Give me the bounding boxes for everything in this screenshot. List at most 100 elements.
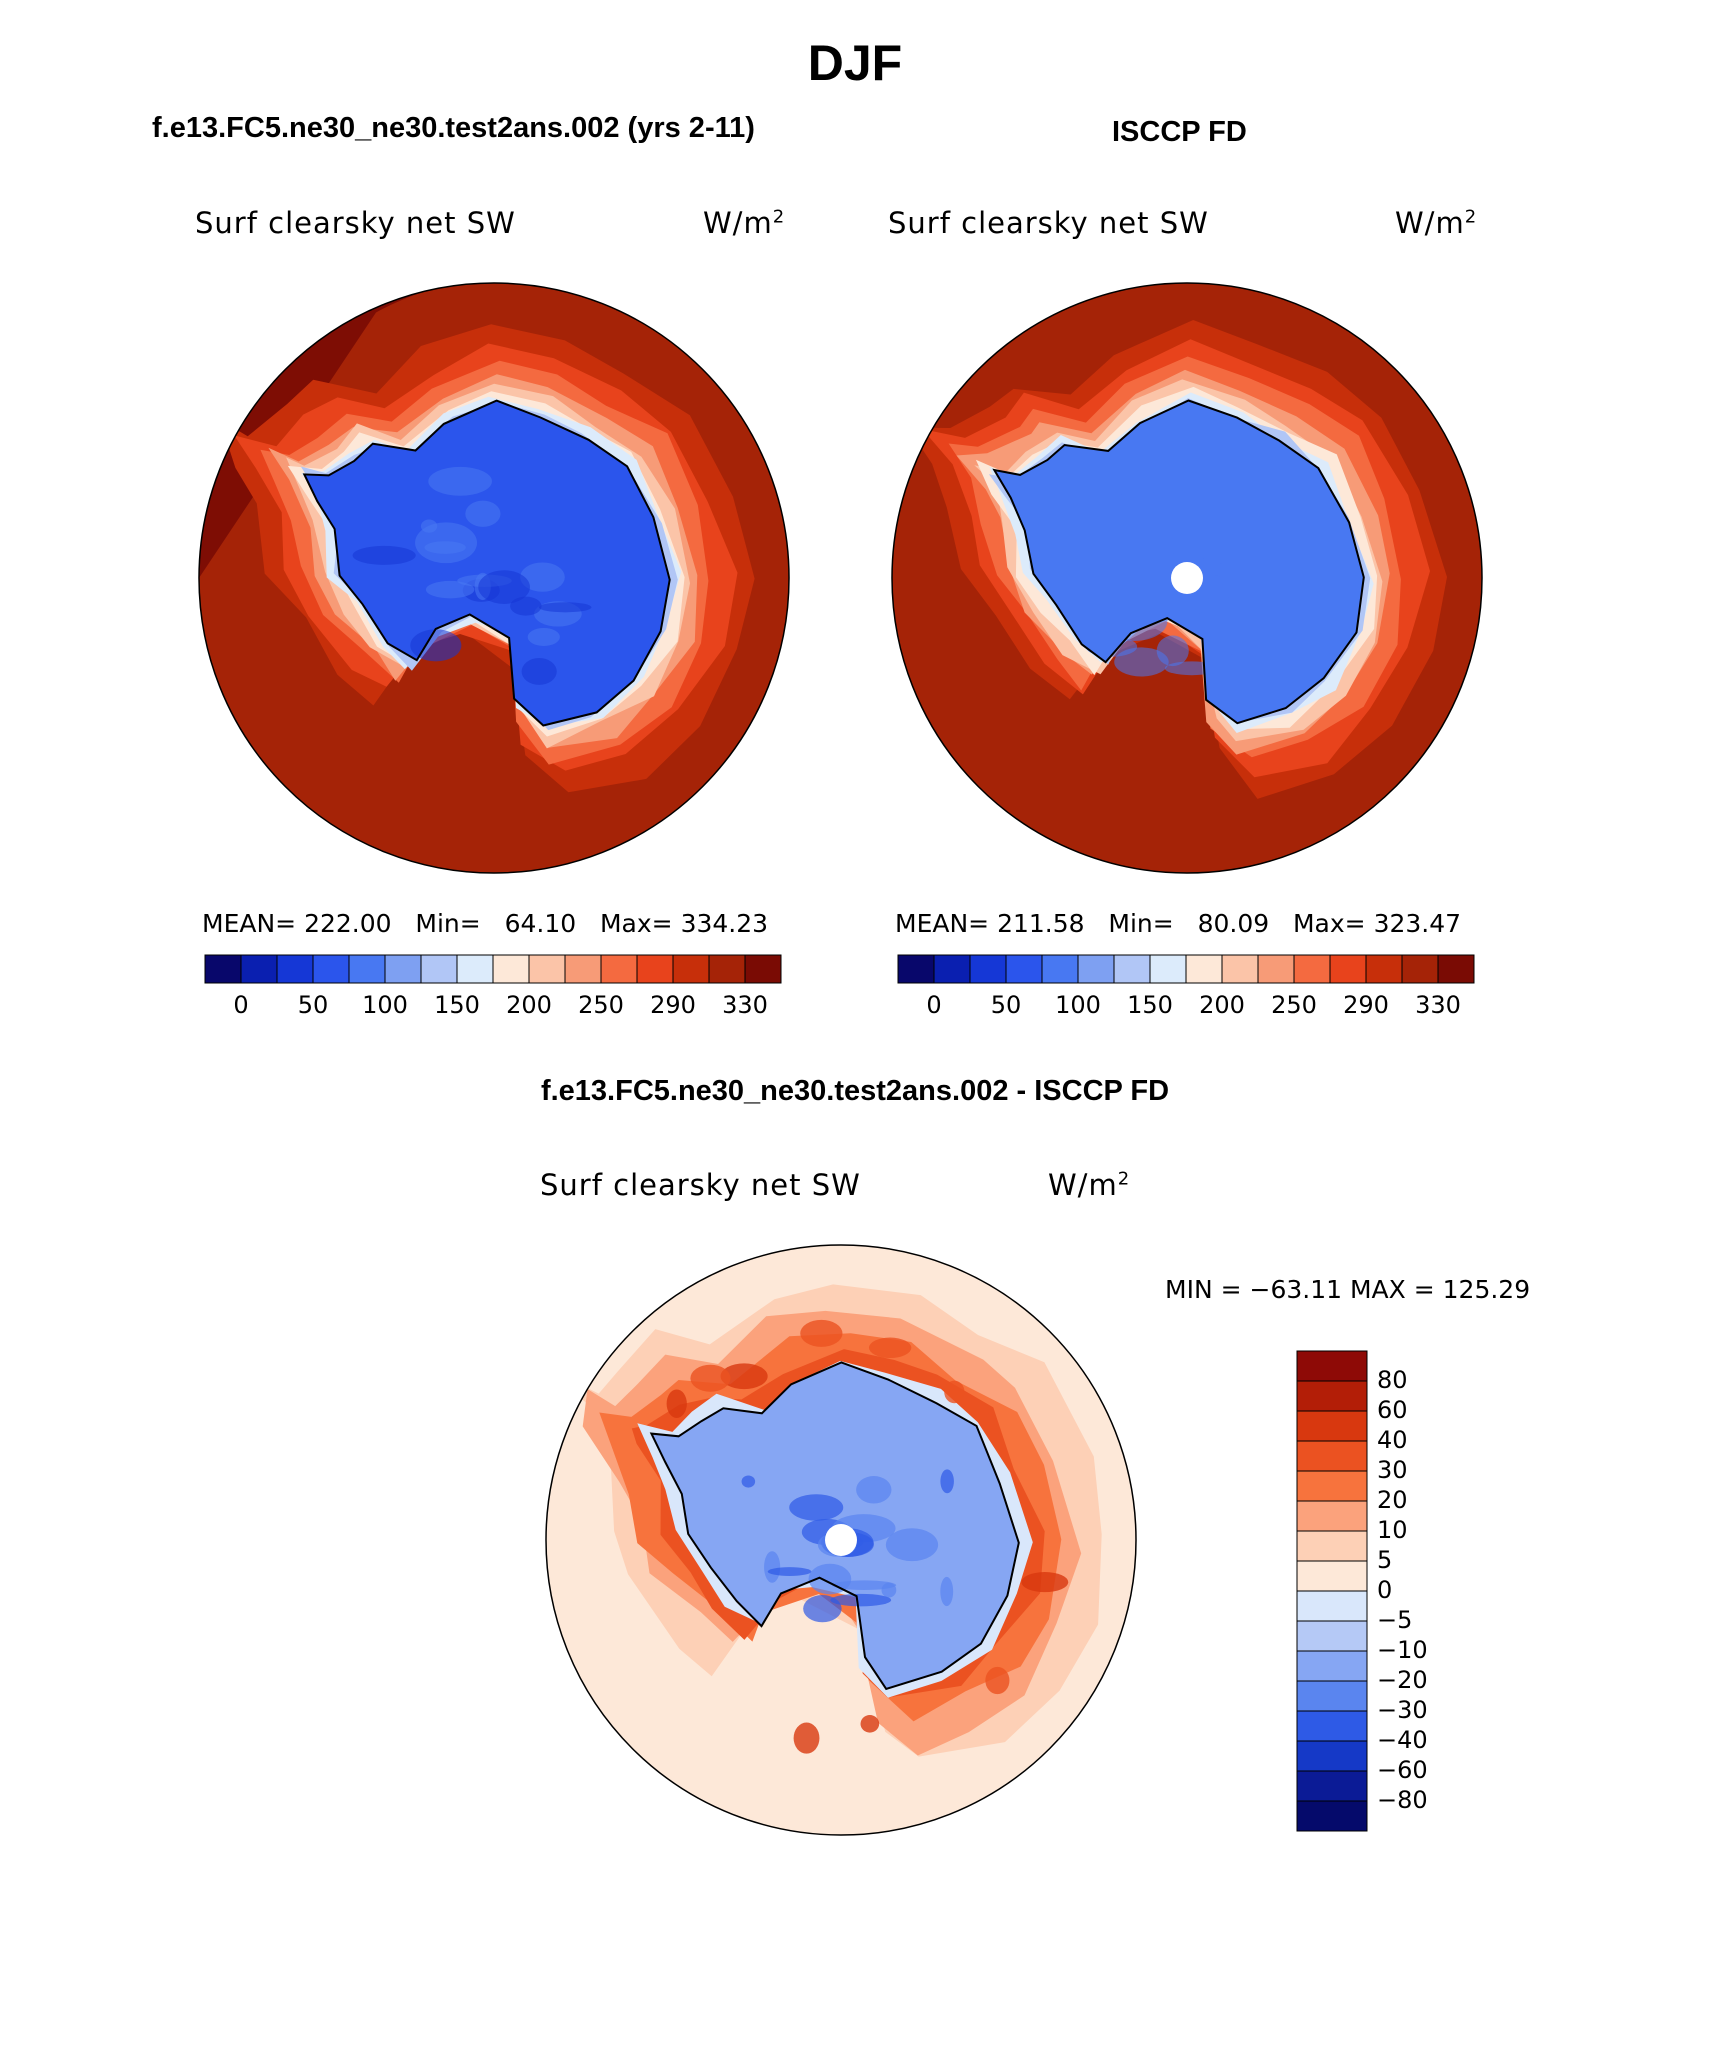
colorbar-tick-label: 0 [926, 991, 942, 1019]
colorbar-tick-label: 50 [297, 991, 329, 1019]
colorbar-tick-label: 100 [362, 991, 408, 1019]
colorbar-tick-label: 10 [1377, 1516, 1408, 1544]
colorbar-tick-label: 40 [1377, 1426, 1408, 1454]
ice-field-patch [478, 570, 530, 604]
ice-diff-patch [767, 1567, 812, 1576]
colorbar-cell [1296, 1740, 1368, 1772]
coastline [302, 399, 671, 727]
colorbar-tick-label: 0 [233, 991, 249, 1019]
colorbar-cell [1113, 954, 1151, 984]
colorbar-cell [456, 954, 494, 984]
ice-sheet-field [304, 400, 670, 726]
colorbar-tick-label: 80 [1377, 1366, 1408, 1394]
colorbar-cell [1257, 954, 1295, 984]
colorbar-tick-label: 150 [1127, 991, 1173, 1019]
colorbar-tick-label: −5 [1377, 1606, 1413, 1634]
colorbar-cell [1401, 954, 1439, 984]
colorbar-tick-label: −20 [1377, 1666, 1428, 1694]
map-outline [198, 282, 790, 874]
diff-plot-units: W/m2 [1048, 1168, 1131, 1202]
colorbar-tick-label: 290 [1343, 991, 1389, 1019]
colorbar-cell [969, 954, 1007, 984]
map-outline [545, 1244, 1137, 1836]
colorbar-tick-label: −40 [1377, 1726, 1428, 1754]
colorbar-tick-label: 20 [1377, 1486, 1408, 1514]
right-map [892, 283, 1482, 873]
colorbar-cell [744, 954, 782, 984]
colorbar-cell [204, 954, 242, 984]
colorbar-tick-label: 5 [1377, 1546, 1393, 1574]
left-panel-subtitle: f.e13.FC5.ne30_ne30.test2ans.002 (yrs 2-… [152, 112, 755, 144]
colorbar-cell [636, 954, 674, 984]
ice-field-patch [527, 627, 560, 646]
colorbar-cell [1296, 1590, 1368, 1622]
colorbar-cell [1149, 954, 1187, 984]
ice-field-patch [510, 596, 542, 616]
colorbar-tick-label: 200 [506, 991, 552, 1019]
ice-field-patch [521, 658, 557, 685]
diff-colorbar [1296, 1350, 1368, 1832]
colorbar-tick-label: 30 [1377, 1456, 1408, 1484]
ocean-max-band [199, 283, 789, 578]
colorbar-tick-label: 0 [1377, 1576, 1393, 1604]
ice-diff-patch [741, 1475, 756, 1488]
ocean-diff-patch [1021, 1572, 1069, 1593]
colorbar-cell [1296, 1650, 1368, 1682]
colorbar-cell [348, 954, 386, 984]
right-plot-units: W/m2 [1395, 206, 1478, 240]
colorbar-tick-label: 250 [578, 991, 624, 1019]
colorbar-cell [240, 954, 278, 984]
colorbar-cell [1293, 954, 1331, 984]
ocean-diff-patch [800, 1319, 843, 1347]
colorbar-cell [1296, 1500, 1368, 1532]
diff-stats: MIN = −63.11 MAX = 125.29 [1165, 1275, 1531, 1304]
colorbar-tick-label: −30 [1377, 1696, 1428, 1724]
coastline [649, 1361, 1020, 1691]
ice-field-patch [520, 562, 565, 592]
colorbar-cell [1041, 954, 1079, 984]
ice-field-patch [465, 500, 501, 527]
colorbar-cell [1329, 954, 1367, 984]
map-outline [891, 282, 1483, 874]
ice-field-patch [1114, 647, 1169, 677]
left-plot-units: W/m2 [703, 206, 786, 240]
ocean-diff-patch [868, 1337, 912, 1358]
colorbar-cell [1296, 1620, 1368, 1652]
colorbar-cell [708, 954, 746, 984]
ice-diff-patch [885, 1528, 939, 1562]
ocean-diff-patch [793, 1722, 820, 1754]
left-map [199, 283, 789, 873]
colorbar-tick-label: 200 [1199, 991, 1245, 1019]
colorbar-cell [1296, 1680, 1368, 1712]
colorbar-cell [564, 954, 602, 984]
colorbar-cell [1296, 1800, 1368, 1832]
colorbar-tick-label: 290 [650, 991, 696, 1019]
ice-field-patch [410, 629, 462, 662]
colorbar-tick-label: −10 [1377, 1636, 1428, 1664]
colorbar-cell [600, 954, 638, 984]
colorbar-tick-label: 60 [1377, 1396, 1408, 1424]
colorbar-cell [276, 954, 314, 984]
colorbar-cell [897, 954, 935, 984]
colorbar-cell [1296, 1440, 1368, 1472]
diff-map [546, 1245, 1136, 1835]
colorbar-cell [1296, 1710, 1368, 1742]
ocean-diff-patch [666, 1389, 687, 1418]
ice-field-patch [352, 545, 416, 565]
ice-field-patch [1055, 566, 1077, 604]
colorbar-tick-label: −80 [1377, 1786, 1428, 1814]
ocean-diff-patch [985, 1666, 1010, 1695]
colorbar-tick-label: 50 [990, 991, 1022, 1019]
colorbar-cell [1296, 1560, 1368, 1592]
colorbar-cell [420, 954, 458, 984]
ice-field-patch [425, 580, 475, 599]
ocean-diff-patch [944, 1380, 965, 1404]
colorbar-cell [492, 954, 530, 984]
figure-title: DJF [807, 35, 903, 91]
ice-diff-patch [830, 1593, 892, 1607]
colorbar-cell [1296, 1380, 1368, 1412]
left-colorbar [204, 954, 782, 984]
colorbar-cell [528, 954, 566, 984]
polar-hole [1171, 562, 1203, 594]
